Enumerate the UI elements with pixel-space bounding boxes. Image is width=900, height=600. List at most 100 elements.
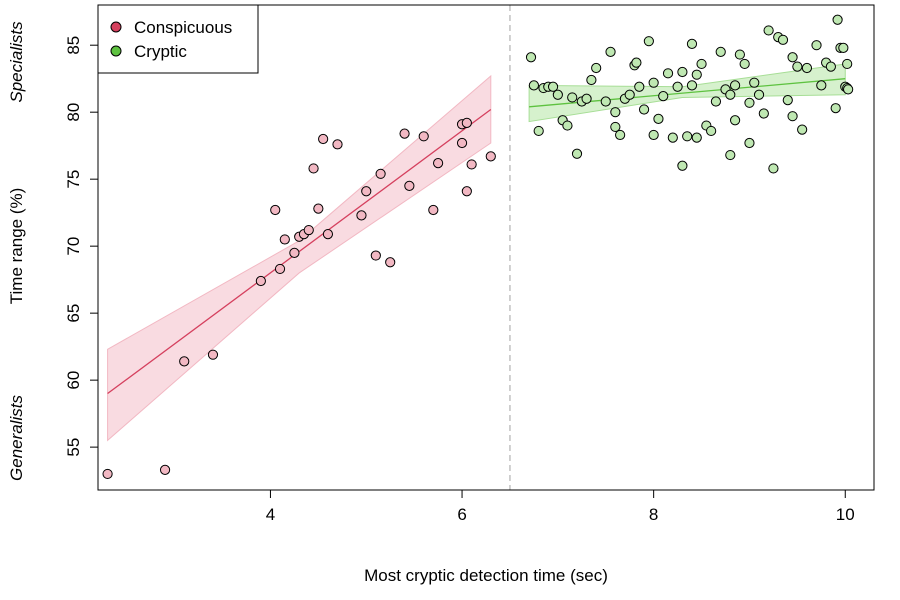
point-cryptic bbox=[658, 91, 669, 102]
point-conspicuous bbox=[399, 128, 410, 139]
point-cryptic bbox=[787, 52, 798, 63]
point-cryptic bbox=[672, 81, 683, 92]
point-conspicuous bbox=[102, 468, 113, 480]
x-tick-label: 10 bbox=[836, 505, 855, 524]
point-conspicuous bbox=[318, 133, 329, 145]
point-cryptic bbox=[677, 66, 688, 78]
point-cryptic bbox=[682, 131, 693, 142]
point-cryptic bbox=[763, 25, 774, 36]
legend-label-conspicuous: Conspicuous bbox=[134, 18, 232, 37]
point-cryptic bbox=[792, 61, 803, 72]
confidence-band-conspicuous bbox=[107, 74, 492, 442]
point-conspicuous bbox=[255, 275, 266, 287]
x-axis: 4 6 8 10 bbox=[266, 490, 855, 524]
point-cryptic bbox=[691, 132, 702, 143]
point-cryptic bbox=[753, 89, 765, 100]
point-cryptic bbox=[634, 81, 645, 92]
point-cryptic bbox=[615, 129, 626, 141]
point-cryptic bbox=[842, 58, 853, 70]
point-cryptic bbox=[533, 125, 544, 137]
legend: Conspicuous Cryptic bbox=[97, 4, 259, 74]
point-conspicuous bbox=[418, 131, 429, 142]
legend-label-cryptic: Cryptic bbox=[134, 42, 187, 61]
point-cryptic bbox=[787, 111, 798, 122]
point-cryptic bbox=[749, 77, 760, 88]
point-cryptic bbox=[706, 125, 717, 137]
point-conspicuous bbox=[456, 137, 468, 149]
x-tick-label: 4 bbox=[266, 505, 275, 524]
point-cryptic bbox=[648, 129, 659, 141]
point-conspicuous bbox=[370, 250, 381, 261]
y-tick-label: 55 bbox=[64, 438, 83, 457]
point-conspicuous bbox=[308, 163, 319, 174]
point-cryptic bbox=[811, 40, 822, 51]
point-cryptic bbox=[744, 97, 755, 108]
x-tick-label: 8 bbox=[649, 505, 658, 524]
point-cryptic bbox=[832, 14, 843, 25]
point-cryptic bbox=[739, 58, 750, 70]
point-cryptic bbox=[605, 46, 616, 57]
point-cryptic bbox=[734, 49, 745, 60]
point-cryptic bbox=[528, 80, 540, 91]
point-cryptic bbox=[816, 80, 827, 91]
point-cryptic bbox=[696, 58, 707, 70]
point-cryptic bbox=[624, 89, 635, 100]
point-cryptic bbox=[801, 62, 813, 74]
point-cryptic bbox=[525, 52, 537, 63]
point-conspicuous bbox=[485, 151, 496, 162]
point-cryptic bbox=[725, 89, 736, 100]
point-cryptic bbox=[631, 57, 642, 68]
point-cryptic bbox=[586, 74, 597, 86]
point-cryptic bbox=[653, 113, 664, 124]
point-cryptic bbox=[777, 34, 789, 45]
side-label-generalists: Generalists bbox=[7, 395, 26, 481]
point-cryptic bbox=[667, 132, 678, 143]
point-cryptic bbox=[715, 46, 726, 57]
point-conspicuous bbox=[332, 139, 343, 150]
data-points bbox=[102, 14, 854, 480]
point-conspicuous bbox=[432, 157, 444, 169]
point-conspicuous bbox=[466, 159, 477, 170]
point-cryptic bbox=[662, 68, 674, 79]
point-cryptic bbox=[838, 42, 849, 53]
point-cryptic bbox=[567, 92, 578, 103]
point-conspicuous bbox=[322, 229, 334, 240]
point-cryptic bbox=[729, 115, 741, 126]
point-conspicuous bbox=[385, 257, 396, 268]
y-tick-label: 75 bbox=[64, 170, 83, 189]
point-cryptic bbox=[843, 84, 854, 95]
point-cryptic bbox=[830, 103, 841, 114]
point-conspicuous bbox=[404, 180, 415, 191]
side-label-specialists: Specialists bbox=[7, 21, 26, 103]
y-axis-title: Time range (%) bbox=[7, 188, 26, 305]
legend-marker-cryptic bbox=[110, 45, 122, 57]
point-conspicuous bbox=[461, 186, 472, 197]
point-cryptic bbox=[562, 120, 573, 131]
point-conspicuous bbox=[289, 247, 300, 258]
point-cryptic bbox=[744, 137, 755, 149]
point-cryptic bbox=[648, 77, 659, 88]
point-conspicuous bbox=[303, 224, 314, 236]
x-tick-label: 6 bbox=[457, 505, 466, 524]
point-cryptic bbox=[610, 107, 621, 118]
point-conspicuous bbox=[313, 203, 324, 214]
point-cryptic bbox=[677, 160, 688, 171]
plot-frame bbox=[97, 4, 875, 491]
point-cryptic bbox=[686, 80, 698, 91]
y-tick-label: 60 bbox=[64, 371, 83, 390]
point-cryptic bbox=[638, 104, 650, 115]
point-cryptic bbox=[581, 93, 592, 104]
point-conspicuous bbox=[375, 168, 386, 179]
point-cryptic bbox=[710, 96, 722, 107]
point-cryptic bbox=[552, 89, 563, 100]
point-cryptic bbox=[571, 148, 583, 159]
y-tick-label: 80 bbox=[64, 103, 83, 122]
point-conspicuous bbox=[179, 356, 190, 367]
point-cryptic bbox=[610, 121, 621, 133]
point-cryptic bbox=[782, 95, 793, 106]
point-conspicuous bbox=[356, 210, 367, 221]
point-cryptic bbox=[600, 96, 611, 107]
point-cryptic bbox=[797, 124, 808, 135]
y-axis: 55 60 65 70 75 80 85 bbox=[64, 36, 98, 457]
